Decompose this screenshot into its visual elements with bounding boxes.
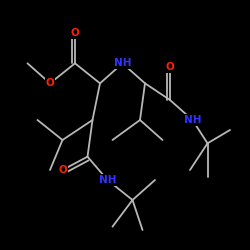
Text: NH: NH (184, 115, 201, 125)
Text: O: O (166, 62, 174, 72)
Text: NH: NH (99, 175, 116, 185)
Text: NH: NH (114, 58, 131, 68)
Text: O: O (58, 165, 67, 175)
Text: O: O (71, 28, 80, 38)
Text: O: O (46, 78, 54, 88)
